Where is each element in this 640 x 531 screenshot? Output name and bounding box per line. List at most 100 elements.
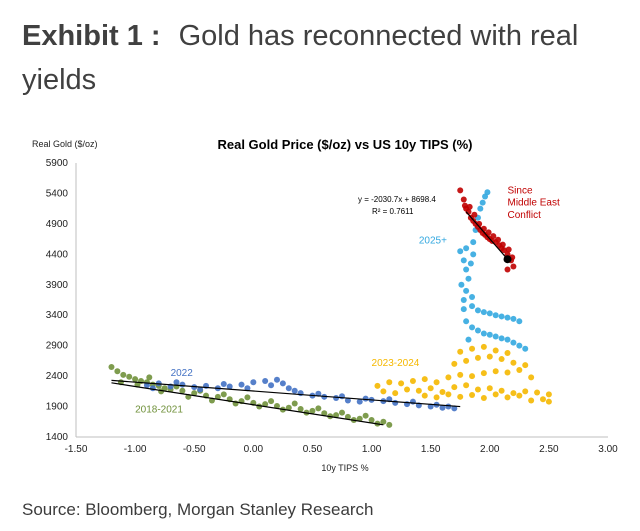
data-point [362,395,369,402]
data-point [458,281,465,288]
data-point [421,376,428,383]
data-point [505,246,512,253]
data-point [220,391,227,398]
y-axis-label: Real Gold ($/oz) [32,139,98,149]
data-point [262,377,269,384]
data-point [474,327,481,334]
y-tick-label: 5400 [46,188,69,199]
data-point [516,318,523,325]
data-point [173,379,180,386]
data-point [545,391,552,398]
data-point [457,248,464,255]
data-point [268,398,275,405]
data-point [179,381,186,388]
x-tick-label: -0.50 [183,444,206,455]
data-point [495,236,502,243]
data-point [534,389,541,396]
y-tick-label: 4900 [46,219,69,230]
data-point [474,307,481,314]
data-point [427,403,434,410]
data-point [421,392,428,399]
x-tick-label: 0.00 [244,444,264,455]
data-point [466,203,473,210]
series-annotation: 2023-2024 [372,358,420,369]
data-point [273,402,280,409]
data-point [516,342,523,349]
y-tick-label: 3900 [46,280,69,291]
data-point [469,373,476,380]
data-point [445,403,452,410]
x-tick-label: -1.00 [124,444,147,455]
data-point [463,245,470,252]
data-point [486,353,493,360]
data-point [451,360,458,367]
data-point [510,390,517,397]
x-tick-label: 2.00 [480,444,500,455]
data-point [498,387,505,394]
data-point [191,390,198,397]
data-point [465,275,472,282]
data-point [480,370,487,377]
data-point [356,415,363,422]
data-point [362,412,369,419]
data-point [392,399,399,406]
data-point [463,318,470,325]
data-point [250,379,257,386]
data-point [528,374,535,381]
data-point [114,368,121,375]
data-point [492,368,499,375]
data-point [510,339,517,346]
data-point [484,189,491,196]
data-point [463,287,470,294]
data-point [120,371,127,378]
data-point [179,387,186,394]
data-point [409,377,416,384]
data-point [309,407,316,414]
data-point [339,409,345,416]
data-point [244,394,251,401]
data-point [492,391,499,398]
x-tick-label: 2.50 [539,444,559,455]
data-point [380,418,387,425]
exhibit-heading: Exhibit 1 : Gold has reconnected with rea… [22,14,622,102]
data-point [291,387,298,394]
data-point [480,395,487,402]
data-point [492,347,499,354]
data-point [386,421,393,428]
y-tick-label: 5900 [46,158,69,169]
data-point [469,303,476,310]
y-tick-label: 1900 [46,402,69,413]
data-point [368,416,375,423]
chart-title: Real Gold Price ($/oz) vs US 10y TIPS (%… [217,137,472,152]
data-point [465,336,472,343]
data-point [480,343,487,350]
data-point [344,413,351,420]
data-point [469,324,476,331]
data-point [273,376,280,383]
data-point [474,386,481,393]
x-tick-label: 1.50 [421,444,441,455]
y-tick-label: 2400 [46,371,69,382]
data-point [433,394,440,401]
data-point [510,359,517,366]
data-points [108,187,552,428]
data-point [291,400,298,407]
data-point [297,405,304,412]
data-point [545,398,552,405]
data-point [285,404,292,411]
series-annotation: 2025+ [419,235,447,246]
data-point [445,374,452,381]
data-point [504,266,511,273]
series-annotation: Since [508,185,533,196]
data-point [451,405,458,412]
data-point [457,371,464,378]
data-point [539,396,546,403]
data-point [126,373,133,380]
data-point [380,388,387,395]
data-point [439,404,446,411]
series-annotation: 2018-2021 [135,405,183,416]
data-point [445,391,452,398]
data-point [498,335,505,342]
data-point [333,412,340,419]
scatter-chart: Real Gold ($/oz) Real Gold Price ($/oz) … [32,137,618,473]
